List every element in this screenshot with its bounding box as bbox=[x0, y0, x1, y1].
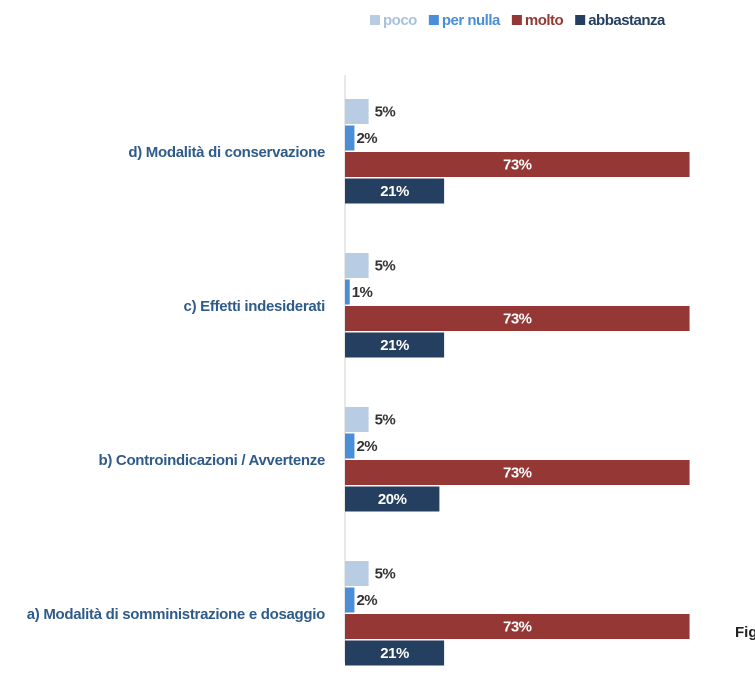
bar bbox=[345, 587, 355, 613]
category-label: d) Modalità di conservazione bbox=[0, 122, 325, 182]
value-label: 73% bbox=[503, 156, 532, 173]
value-label: 21% bbox=[380, 337, 409, 354]
category-text: b) Controindicazioni / Avvertenze bbox=[98, 451, 325, 469]
bar bbox=[345, 486, 440, 512]
value-label: 73% bbox=[503, 310, 532, 327]
legend-swatch bbox=[370, 15, 380, 25]
bar bbox=[345, 253, 369, 278]
bar bbox=[345, 614, 690, 639]
value-label: 5% bbox=[375, 565, 396, 582]
legend-label: per nulla bbox=[442, 12, 501, 29]
value-label: 5% bbox=[375, 257, 396, 274]
value-label: 1% bbox=[352, 284, 373, 301]
bar bbox=[345, 306, 690, 331]
category-text: c) Effetti indesiderati bbox=[183, 297, 326, 315]
bar bbox=[345, 433, 355, 459]
value-label: 2% bbox=[356, 592, 377, 609]
category-text: a) Modalità di somministrazione e dosagg… bbox=[26, 605, 326, 623]
value-label: 5% bbox=[375, 103, 396, 120]
category-label: c) Effetti indesiderati bbox=[0, 276, 326, 336]
legend-label: abbastanza bbox=[588, 12, 666, 29]
annotation: Fig bbox=[735, 624, 755, 641]
value-label: 20% bbox=[378, 491, 407, 508]
bar bbox=[345, 640, 445, 666]
bar bbox=[345, 460, 690, 485]
category-label: a) Modalità di somministrazione e dosagg… bbox=[0, 584, 326, 644]
bar bbox=[345, 407, 369, 432]
value-label: 73% bbox=[503, 464, 532, 481]
value-label: 2% bbox=[356, 130, 377, 147]
bar bbox=[345, 561, 369, 586]
value-label: 2% bbox=[356, 438, 377, 455]
bar bbox=[345, 279, 350, 305]
legend-label: molto bbox=[525, 12, 564, 29]
legend-swatch bbox=[428, 15, 439, 25]
legend-label: poco bbox=[383, 12, 417, 29]
bar bbox=[345, 178, 445, 204]
bar bbox=[345, 99, 369, 124]
category-text: d) Modalità di conservazione bbox=[128, 143, 325, 161]
bar bbox=[345, 152, 690, 177]
legend-swatch bbox=[511, 15, 522, 25]
bar bbox=[345, 332, 445, 358]
value-label: 21% bbox=[380, 183, 409, 200]
bar bbox=[345, 125, 355, 151]
value-label: 73% bbox=[503, 618, 532, 635]
value-label: 5% bbox=[375, 411, 396, 428]
legend-swatch bbox=[575, 15, 586, 25]
category-label: b) Controindicazioni / Avvertenze bbox=[0, 430, 325, 490]
value-label: 21% bbox=[380, 645, 409, 662]
